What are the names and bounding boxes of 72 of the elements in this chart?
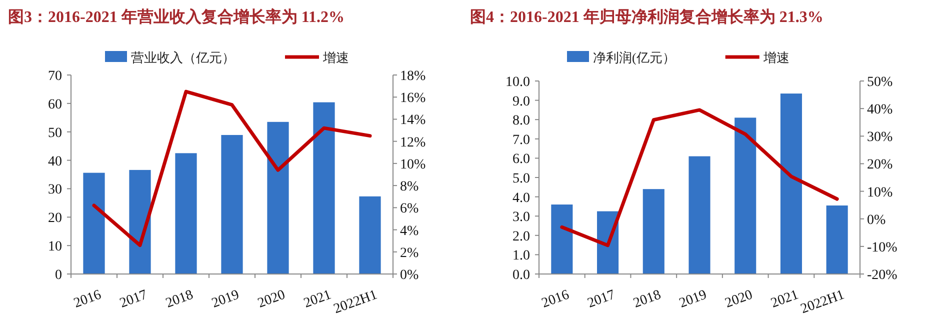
y2-tick-label: 0%: [400, 268, 419, 283]
y-tick-label: 50: [48, 126, 62, 141]
y-tick-label: 2.0: [512, 229, 530, 244]
bar: [826, 205, 848, 274]
y-tick-label: 70: [48, 69, 62, 84]
y-tick-label: 20: [48, 211, 62, 226]
bar: [780, 94, 802, 274]
y-tick-label: 1.0: [512, 248, 530, 264]
bar: [359, 196, 381, 274]
x-tick-label: 2018: [632, 288, 664, 312]
y-tick-label: 0: [55, 268, 62, 283]
chart-title: 图3：2016-2021 年营业收入复合增长率为 11.2%: [8, 7, 344, 26]
y2-tick-label: -20%: [867, 268, 898, 283]
y-tick-label: 9.0: [512, 94, 530, 110]
y-tick-label: 6.0: [512, 152, 530, 168]
bar: [642, 189, 664, 274]
line-series: [92, 90, 372, 248]
bar: [313, 102, 335, 274]
y-tick-label: 7.0: [512, 132, 530, 148]
legend-label: 增速: [322, 50, 349, 65]
y2-tick-label: 18%: [400, 69, 426, 84]
y-tick-label: 30: [48, 182, 62, 198]
y2-tick-label: 50%: [867, 75, 893, 90]
legend-label: 增速: [762, 50, 790, 65]
y-tick-label: 8.0: [512, 114, 530, 129]
y2-tick-label: 4%: [400, 224, 419, 239]
bar: [175, 153, 197, 274]
y2-tick-label: 12%: [400, 135, 426, 150]
y-tick-label: 60: [48, 97, 62, 112]
y2-tick-label: 30%: [867, 130, 893, 146]
y2-tick-label: 20%: [867, 158, 893, 173]
x-tick-label: 2019: [677, 288, 709, 312]
chart-title: 图4：2016-2021 年归母净利润复合增长率为 21.3%: [470, 7, 824, 26]
y-tick-label: 4.0: [512, 190, 530, 206]
y2-tick-label: 40%: [867, 102, 893, 118]
x-tick-label: 2018: [164, 288, 196, 312]
y2-tick-label: 8%: [400, 180, 419, 195]
x-tick-label: 2019: [210, 288, 242, 312]
y2-tick-label: 14%: [400, 113, 426, 128]
bar: [83, 172, 105, 274]
y-tick-label: 10.0: [506, 75, 530, 90]
bar: [688, 156, 710, 274]
legend-label: 净利润(亿元）: [593, 50, 676, 65]
y2-tick-label: 16%: [400, 91, 426, 106]
y2-tick-label: 6%: [400, 202, 419, 217]
y2-tick-label: -10%: [867, 240, 898, 256]
y2-tick-label: 10%: [400, 157, 426, 172]
y-tick-label: 40: [48, 154, 62, 170]
x-tick-label: 2016: [540, 288, 572, 312]
y2-tick-label: 10%: [867, 185, 893, 200]
line-series: [560, 108, 839, 248]
x-tick-label: 2017: [118, 288, 150, 312]
legend-label: 营业收入（亿元）: [131, 50, 235, 65]
x-tick-label: 2020: [723, 288, 755, 312]
x-tick-label: 2022H1: [798, 288, 846, 318]
y-tick-label: 3.0: [512, 210, 530, 226]
bar: [221, 134, 243, 274]
y2-tick-label: 2%: [400, 246, 419, 261]
y2-tick-label: 0%: [867, 212, 886, 228]
x-tick-label: 2017: [586, 288, 618, 312]
y-tick-label: 0.0: [512, 268, 530, 283]
x-tick-label: 2021: [302, 288, 334, 312]
x-tick-label: 2021: [769, 288, 801, 312]
y-tick-label: 10: [48, 240, 62, 255]
bar: [734, 118, 756, 274]
x-tick-label: 2020: [256, 288, 288, 312]
x-tick-label: 2022H1: [332, 288, 380, 318]
bar: [551, 204, 573, 274]
bar: [129, 170, 151, 274]
bar: [267, 122, 289, 274]
y-tick-label: 5.0: [512, 172, 530, 186]
x-tick-label: 2016: [72, 288, 104, 312]
